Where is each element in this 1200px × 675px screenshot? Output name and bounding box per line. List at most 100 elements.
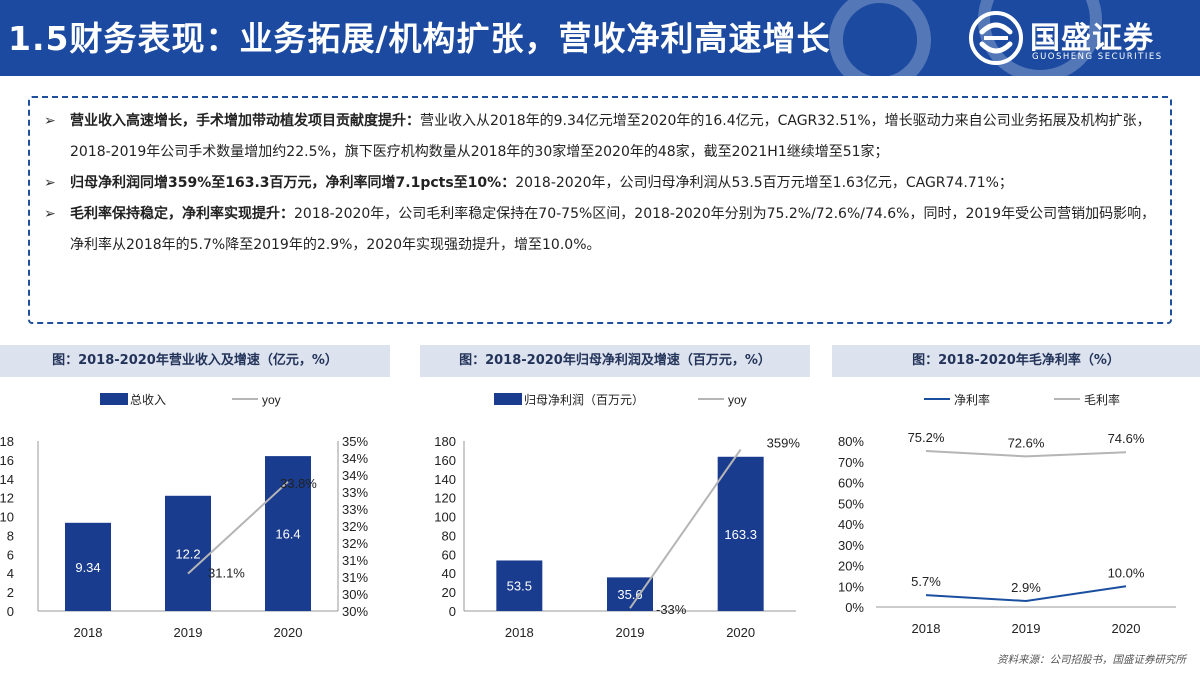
legend-label: 净利率 <box>954 392 990 407</box>
y-tick-label: 10 <box>0 510 14 525</box>
chart-title: 图：2018-2020年归母净利润及增速（百万元，%） <box>420 345 810 377</box>
page-title: 1.5财务表现：业务拓展/机构扩张，营收净利高速增长 <box>8 19 831 58</box>
bullet-lead: 毛利率保持稳定，净利率实现提升： <box>70 206 294 222</box>
source-note: 资料来源：公司招股书，国盛证券研究所 <box>997 654 1186 666</box>
data-value-label: 2.9% <box>1011 580 1041 595</box>
legend-bar-swatch <box>100 393 128 405</box>
bullet-lead: 营业收入高速增长，手术增加带动植发项目贡献度提升： <box>70 113 420 129</box>
gross-margin-line <box>925 449 1127 458</box>
guosheng-logo-icon <box>969 11 1023 65</box>
x-tick-label: 2019 <box>174 625 203 640</box>
y-tick-label: 18 <box>0 434 14 449</box>
data-value-label: 10.0% <box>1108 565 1145 580</box>
bar-value-label: 16.4 <box>275 527 300 542</box>
net-profit-chart-panel: 图：2018-2020年归母净利润及增速（百万元，%） 0 20 40 60 80 100… <box>420 345 810 643</box>
summary-bullet: ➢ 归母净利润同增359%至163.3百万元，净利率同增7.1pcts至10%：… <box>44 168 1156 199</box>
summary-box: ➢ 营业收入高速增长，手术增加带动植发项目贡献度提升：营业收入从2018年的9.… <box>28 96 1172 324</box>
bullet-lead: 归母净利润同增359%至163.3百万元，净利率同增7.1pcts至10%： <box>70 175 516 191</box>
y-tick-label: 40 <box>442 566 456 581</box>
legend-bar-swatch <box>494 393 522 405</box>
y2-tick-label: 32% <box>342 519 368 534</box>
y-tick-label: 80% <box>838 434 864 449</box>
y2-tick-label: 30% <box>342 587 368 602</box>
y-tick-label: 10% <box>838 579 864 594</box>
bar-value-label: 12.2 <box>175 546 200 561</box>
y-tick-label: 14 <box>0 472 14 487</box>
bullet-body: 营业收入从2018年的9.34亿元增至2020年的16.4亿元，CAGR32.5… <box>70 113 1151 160</box>
y2-tick-label: 32% <box>342 536 368 551</box>
arrow-bullet-icon: ➢ <box>44 113 56 129</box>
y-tick-label: 0% <box>845 600 864 615</box>
yoy-line <box>629 448 742 609</box>
x-tick-label: 2020 <box>274 625 303 640</box>
y-tick-label: 180 <box>434 434 456 449</box>
header-decoration <box>829 0 1102 76</box>
data-value-label: 75.2% <box>908 430 945 445</box>
net-profit-bar <box>717 456 764 611</box>
legend-label: yoy <box>262 393 281 407</box>
y-tick-label: 0 <box>449 604 456 619</box>
y-tick-label: 16 <box>0 453 14 468</box>
y-tick-label: 0 <box>7 604 14 619</box>
y-tick-label: 30% <box>838 538 864 553</box>
y-tick-label: 6 <box>7 547 14 562</box>
bar-value-label: 9.34 <box>75 560 100 575</box>
y-tick-label: 140 <box>434 472 456 487</box>
revenue-bar <box>165 495 211 611</box>
net-margin-line <box>925 585 1127 602</box>
logo-subtitle: GUOSHENG SECURITIES <box>1032 52 1163 62</box>
y-tick-label: 20 <box>442 585 456 600</box>
y-tick-label: 80 <box>442 528 456 543</box>
y2-tick-label: 33% <box>342 485 368 500</box>
revenue-chart: 0 2 4 6 8 10 12 14 16 18 30% 30% 31% 31% 32% 32% 33% 33% 3… <box>0 393 368 640</box>
logo-name: 国盛证券 <box>1030 21 1154 56</box>
bar-value-label: 163.3 <box>724 527 757 542</box>
bar-value-label: 53.5 <box>507 579 532 594</box>
y-tick-label: 60 <box>442 547 456 562</box>
y2-tick-label: 34% <box>342 451 368 466</box>
y-tick-label: 40% <box>838 517 864 532</box>
x-tick-label: 2020 <box>726 625 755 640</box>
net-profit-chart: 02040608010012014016018053.535.6163.3201… <box>434 393 801 640</box>
y2-tick-label: 35% <box>342 434 368 449</box>
data-value-label: 74.6% <box>1108 431 1145 446</box>
revenue-bar <box>65 522 111 611</box>
legend-label: 毛利率 <box>1084 392 1120 407</box>
data-value-label: 72.6% <box>1008 435 1045 450</box>
arrow-bullet-icon: ➢ <box>44 206 56 222</box>
y-tick-label: 160 <box>434 453 456 468</box>
net-profit-bar <box>496 560 543 611</box>
y-tick-label: 50% <box>838 496 864 511</box>
y-tick-label: 12 <box>0 491 14 506</box>
y-tick-label: 4 <box>7 566 14 581</box>
x-tick-label: 2020 <box>1112 621 1141 636</box>
y2-tick-label: 34% <box>342 468 368 483</box>
header-bar: 1.5财务表现：业务拓展/机构扩张，营收净利高速增长 国盛证券 GUOSHENG… <box>0 0 1200 76</box>
y-tick-label: 8 <box>7 528 14 543</box>
yoy-value-label: 359% <box>767 436 801 451</box>
y2-tick-label: 31% <box>342 553 368 568</box>
legend-label: 归母净利润（百万元） <box>524 393 644 407</box>
x-tick-label: 2018 <box>912 621 941 636</box>
yoy-value-label: -33% <box>656 602 687 617</box>
data-value-label: 5.7% <box>911 574 941 589</box>
y-tick-label: 70% <box>838 455 864 470</box>
y2-tick-label: 30% <box>342 604 368 619</box>
margin-chart: 0% 10% 20% 30% 40% 50% 60% 70% 80% 2018 2019 2020 5.… <box>838 392 1176 636</box>
revenue-chart-panel: 图：2018-2020年营业收入及增速（亿元，%） 0 2 4 6 8 10 12 14 16 1… <box>0 345 390 643</box>
y-tick-label: 2 <box>7 585 14 600</box>
bullet-body: 2018-2020年，公司毛利率稳定保持在70-75%区间，2018-2020年… <box>70 206 1156 253</box>
summary-bullet: ➢ 毛利率保持稳定，净利率实现提升：2018-2020年，公司毛利率稳定保持在7… <box>44 199 1156 261</box>
y-tick-label: 20% <box>838 559 864 574</box>
yoy-value-label: 33.8% <box>280 476 317 491</box>
x-tick-label: 2018 <box>505 625 534 640</box>
arrow-bullet-icon: ➢ <box>44 175 56 191</box>
x-tick-label: 2019 <box>1012 621 1041 636</box>
legend-label: yoy <box>728 393 747 407</box>
x-tick-label: 2019 <box>616 625 645 640</box>
y2-tick-label: 33% <box>342 502 368 517</box>
summary-bullet: ➢ 营业收入高速增长，手术增加带动植发项目贡献度提升：营业收入从2018年的9.… <box>44 106 1156 168</box>
yoy-line <box>187 481 289 575</box>
bullet-body: 2018-2020年，公司归母净利润从53.5百万元增至1.63亿元，CAGR7… <box>515 175 1013 191</box>
y-tick-label: 120 <box>434 491 456 506</box>
